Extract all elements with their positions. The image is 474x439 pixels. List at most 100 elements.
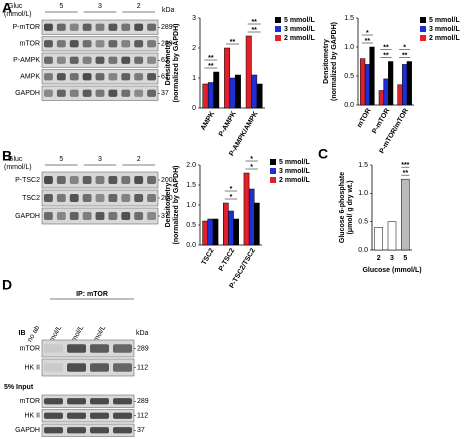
blot-band bbox=[113, 363, 132, 372]
x-tick-label: 2 bbox=[377, 255, 381, 262]
blot-band bbox=[147, 89, 156, 97]
y-tick-label: 0.0 bbox=[344, 102, 354, 109]
bar bbox=[251, 74, 258, 109]
blot-band bbox=[95, 40, 105, 48]
blot-band bbox=[134, 194, 144, 202]
x-tick-label: 3 bbox=[390, 255, 394, 262]
panel-letter: C bbox=[318, 146, 328, 162]
bar bbox=[364, 64, 370, 106]
blot-band bbox=[108, 212, 118, 220]
blot-band bbox=[69, 56, 79, 64]
bar bbox=[254, 202, 260, 246]
blot-band bbox=[82, 73, 92, 81]
bar bbox=[369, 46, 375, 106]
x-axis-title: Glucose (mmol/L) bbox=[362, 267, 421, 274]
mw-marker: 289 bbox=[161, 24, 173, 31]
y-axis-title: (μmol/ g dry wt.) bbox=[347, 180, 354, 234]
y-tick-label: 1.0 bbox=[358, 190, 368, 197]
blot-band bbox=[134, 89, 144, 97]
bar bbox=[397, 84, 403, 106]
blot-band bbox=[147, 56, 156, 64]
blot-band bbox=[113, 398, 132, 405]
legend-label: 5 mmol/L bbox=[429, 17, 460, 24]
mw-marker: 112 bbox=[137, 413, 148, 420]
blot-band bbox=[44, 398, 63, 405]
blot-band bbox=[69, 194, 79, 202]
lane-label: 3 bbox=[98, 3, 102, 10]
mw-marker: 289 bbox=[161, 41, 173, 48]
y-axis-title: Densitometry bbox=[323, 39, 330, 84]
blot-band bbox=[147, 23, 156, 31]
blot-band bbox=[69, 40, 79, 48]
legend-label: 3 mmol/L bbox=[279, 168, 310, 175]
blot-header: (mmol/L) bbox=[4, 11, 32, 18]
blot-band bbox=[95, 56, 105, 64]
legend-swatch bbox=[420, 35, 426, 41]
sig-label: ** bbox=[230, 39, 236, 46]
blot-band bbox=[44, 89, 53, 97]
sig-label: * bbox=[250, 156, 253, 163]
blot-band bbox=[82, 89, 92, 97]
kda-label: kDa bbox=[162, 7, 175, 14]
kda-label: kDa bbox=[136, 330, 149, 337]
y-tick-label: 1.5 bbox=[358, 162, 368, 169]
blot-band bbox=[67, 427, 86, 434]
blot-band bbox=[108, 89, 118, 97]
y-tick-label: 1 bbox=[192, 75, 196, 82]
blot-band bbox=[44, 344, 63, 353]
x-tick-label: AMPK bbox=[200, 110, 216, 131]
lane-label: 5 bbox=[59, 3, 63, 10]
legend-swatch bbox=[420, 17, 426, 23]
row-label: TSC2 bbox=[22, 195, 40, 202]
bar bbox=[245, 35, 252, 109]
blot-band bbox=[147, 212, 156, 220]
y-axis-title: Glucose 6-phosphate bbox=[339, 172, 346, 243]
legend-swatch bbox=[420, 26, 426, 32]
blot-band bbox=[121, 212, 131, 220]
y-tick-label: 2 bbox=[192, 45, 196, 52]
sig-label: *** bbox=[401, 162, 409, 169]
blot-band bbox=[147, 73, 156, 81]
row-label: AMPK bbox=[20, 74, 40, 81]
blot-band bbox=[56, 23, 66, 31]
legend-swatch bbox=[270, 168, 276, 174]
blot-band bbox=[121, 40, 131, 48]
mw-marker: 112 bbox=[137, 364, 148, 371]
y-tick-label: 0.5 bbox=[186, 222, 196, 229]
row-label: mTOR bbox=[20, 345, 40, 352]
row-label: P-mTOR bbox=[13, 24, 40, 31]
row-label: GAPDH bbox=[15, 427, 40, 434]
blot-band bbox=[108, 23, 118, 31]
bar bbox=[212, 218, 219, 246]
blot-band bbox=[82, 194, 92, 202]
blot-band bbox=[44, 212, 53, 220]
sig-label: ** bbox=[208, 63, 214, 70]
blot-band bbox=[69, 212, 79, 220]
sig-label: ** bbox=[365, 38, 371, 45]
y-tick-label: 1.0 bbox=[186, 202, 196, 209]
sig-label: * bbox=[230, 186, 233, 193]
blot-band bbox=[134, 40, 144, 48]
blot-band bbox=[108, 56, 118, 64]
blot-band bbox=[108, 194, 118, 202]
bar bbox=[378, 90, 384, 106]
blot-band bbox=[134, 176, 144, 184]
blot-band bbox=[95, 176, 105, 184]
input-label: 5% Input bbox=[4, 384, 34, 391]
legend-label: 2 mmol/L bbox=[284, 35, 315, 42]
blot-band bbox=[44, 40, 53, 48]
blot-band bbox=[147, 176, 156, 184]
row-label: P-AMPK bbox=[13, 57, 40, 64]
sig-label: ** bbox=[208, 55, 214, 62]
bar bbox=[234, 74, 241, 109]
legend-swatch bbox=[270, 177, 276, 183]
panel-letter: A bbox=[2, 0, 12, 16]
row-label: mTOR bbox=[20, 41, 40, 48]
sig-label: * bbox=[366, 30, 369, 37]
blot-header: Gluc bbox=[8, 156, 23, 163]
row-label: GAPDH bbox=[15, 213, 40, 220]
y-axis-title: (normalized by GAPDH) bbox=[173, 166, 180, 245]
blot-band bbox=[90, 398, 109, 405]
sig-label: * bbox=[403, 44, 406, 51]
legend-label: 5 mmol/L bbox=[284, 17, 315, 24]
